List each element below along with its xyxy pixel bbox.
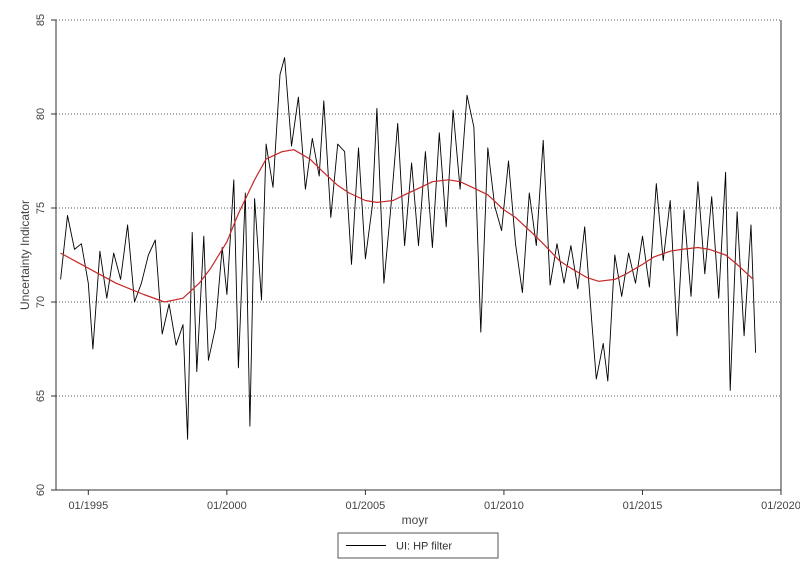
y-tick-label: 75 <box>35 202 47 214</box>
legend-label: UI: HP filter <box>396 541 452 553</box>
legend: UI: HP filter <box>337 532 499 559</box>
x-axis-ticks: 01/1995 01/2000 01/2005 01/2010 01/2015 01/20… <box>68 490 800 512</box>
x-tick-label: 01/2015 <box>623 500 663 512</box>
series-group <box>60 57 757 440</box>
y-axis-ticks: 60 65 70 75 80 85 <box>35 14 56 496</box>
y-tick-label: 60 <box>35 484 47 496</box>
gridlines <box>56 19 781 397</box>
y-tick-label: 85 <box>35 14 47 26</box>
x-tick-label: 01/2000 <box>207 500 247 512</box>
y-tick-label: 80 <box>35 108 47 120</box>
y-tick-label: 65 <box>35 390 47 402</box>
x-axis-title: moyr <box>402 513 429 527</box>
series-hp-filter-line <box>60 149 754 303</box>
x-tick-label: 01/2020 <box>761 500 800 512</box>
x-tick-label: 01/2005 <box>346 500 386 512</box>
y-axis-title: Uncertainty Indicator <box>18 200 32 310</box>
y-tick-label: 70 <box>35 296 47 308</box>
x-tick-label: 01/1995 <box>68 500 108 512</box>
x-tick-label: 01/2010 <box>484 500 524 512</box>
